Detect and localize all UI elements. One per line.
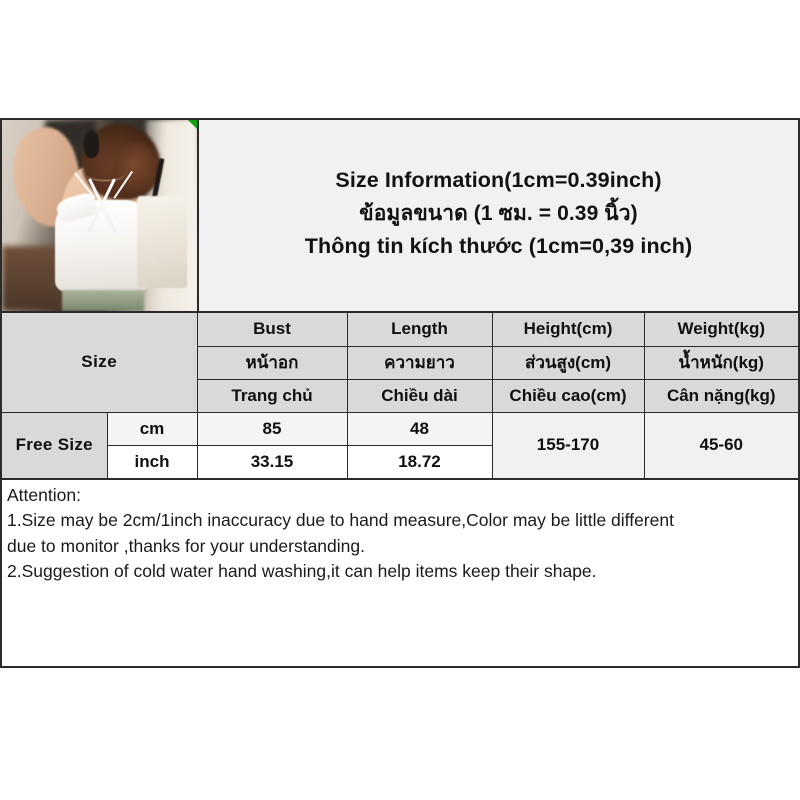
header-weight-en: Weight(kg): [643, 313, 798, 347]
size-chart-frame: Size Information(1cm=0.39inch) ข้อมูลขนา…: [0, 118, 800, 668]
header-height-vi: Chiều cao(cm): [491, 378, 645, 413]
size-table: Size Bust Length Height(cm) Weight(kg) ห…: [2, 313, 798, 479]
photo-tote-bag: [136, 196, 188, 289]
header-bust-th: หน้าอก: [197, 345, 348, 380]
attention-block: Attention: 1.Size may be 2cm/1inch inacc…: [2, 478, 798, 636]
header-length-vi: Chiều dài: [346, 378, 493, 413]
photo-jeans: [62, 290, 145, 311]
title-line-thai: ข้อมูลขนาด (1 ซม. = 0.39 นิ้ว): [359, 202, 638, 225]
value-bust-cm: 85: [196, 411, 348, 446]
row-label-free-size: Free Size: [2, 411, 108, 479]
table-row-cm: Free Size cm 85 48 155-170 45-60: [2, 411, 798, 479]
value-weight-range: 45-60: [643, 411, 798, 479]
photo-necklace: [85, 168, 125, 182]
green-corner-icon: [188, 120, 197, 129]
photo-headphone: [83, 129, 100, 159]
attention-line-1: 1.Size may be 2cm/1inch inaccuracy due t…: [7, 510, 674, 530]
header-bust-vi: Trang chủ: [197, 378, 348, 413]
header-bust-en: Bust: [196, 313, 348, 347]
table-row-header-thai: หน้าอก ความยาว ส่วนสูง(cm) น้ำหนัก(kg): [2, 345, 798, 380]
header-weight-vi: Cân nặng(kg): [643, 378, 798, 413]
unit-cm: cm: [106, 411, 198, 446]
header-length-en: Length: [346, 313, 493, 347]
value-bust-inch: 33.15: [196, 444, 348, 479]
value-length-inch: 18.72: [346, 444, 492, 479]
product-photo: [2, 120, 199, 311]
title-line-english: Size Information(1cm=0.39inch): [335, 168, 662, 192]
header-height-th: ส่วนสูง(cm): [491, 345, 645, 380]
header-region: Size Information(1cm=0.39inch) ข้อมูลขนา…: [2, 120, 798, 313]
table-row-inch: inch 33.15 18.72: [2, 444, 798, 479]
table-row-header-vietnamese: Trang chủ Chiều dài Chiều cao(cm) Cân nặ…: [2, 378, 798, 413]
header-height-en: Height(cm): [491, 313, 645, 347]
title-block: Size Information(1cm=0.39inch) ข้อมูลขนา…: [199, 120, 798, 311]
header-weight-th: น้ำหนัก(kg): [643, 345, 798, 380]
value-height-range: 155-170: [491, 411, 645, 479]
unit-inch: inch: [107, 444, 198, 479]
attention-line-3: 2.Suggestion of cold water hand washing,…: [7, 561, 597, 581]
header-length-th: ความยาว: [346, 345, 493, 380]
value-length-cm: 48: [346, 411, 493, 446]
size-header-cell: Size: [2, 313, 198, 413]
title-line-vietnamese: Thông tin kích thước (1cm=0,39 inch): [304, 234, 693, 258]
attention-heading: Attention:: [7, 484, 81, 505]
attention-line-2: due to monitor ,thanks for your understa…: [7, 535, 365, 556]
table-row-header-english: Size Bust Length Height(cm) Weight(kg): [2, 313, 798, 413]
